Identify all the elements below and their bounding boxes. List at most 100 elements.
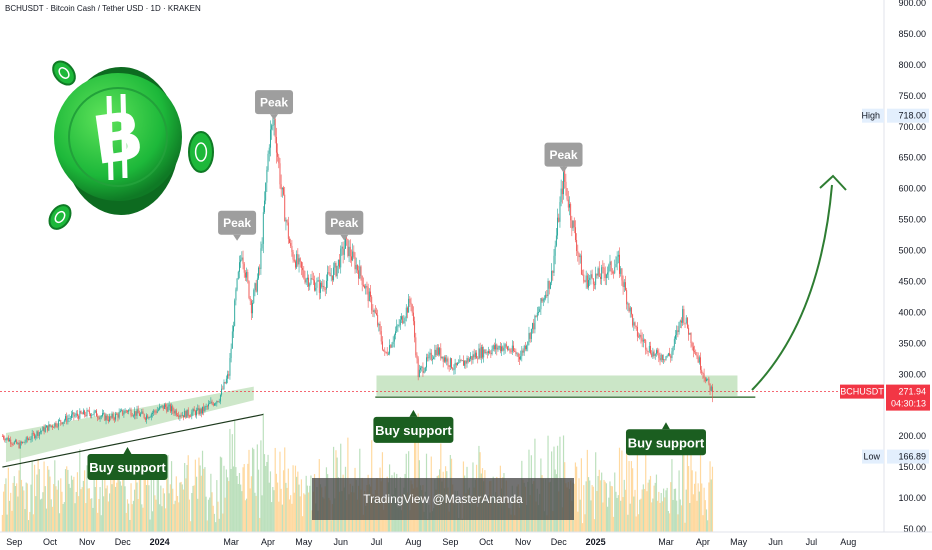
candle-body	[265, 182, 267, 201]
volume-bar	[514, 515, 516, 532]
candle-body	[76, 413, 78, 416]
volume-bar	[103, 496, 105, 532]
volume-bar	[80, 489, 82, 532]
peak-callout-box	[218, 210, 257, 235]
volume-bar	[55, 486, 57, 532]
candle-body	[700, 357, 701, 370]
candle-body	[140, 413, 142, 416]
candle-body	[198, 408, 200, 415]
volume-bar	[601, 472, 603, 532]
candle-body	[701, 369, 703, 374]
volume-bar	[585, 481, 587, 532]
candle-body	[366, 285, 368, 288]
candle-body	[468, 358, 470, 362]
volume-bar	[81, 487, 83, 532]
volume-bar	[604, 481, 606, 532]
volume-bar	[226, 477, 229, 532]
volume-bar	[149, 519, 151, 532]
candle-body	[184, 411, 186, 418]
candle-body	[595, 273, 597, 285]
volume-bar	[143, 467, 145, 532]
candle-body	[646, 349, 648, 351]
volume-bar	[168, 493, 170, 532]
volume-bar	[704, 500, 706, 532]
volume-bar	[683, 448, 685, 532]
volume-bar	[291, 503, 293, 532]
volume-bar	[242, 467, 244, 532]
candle-body	[334, 263, 336, 268]
candle-body	[614, 267, 616, 274]
candle-body	[696, 355, 698, 357]
volume-bar	[61, 491, 63, 532]
volume-bar	[265, 465, 267, 532]
candle-body	[183, 415, 184, 418]
candle-body	[403, 321, 405, 324]
candle-body	[271, 125, 273, 130]
volume-bar	[134, 489, 136, 532]
y-tick-label: 750.00	[898, 91, 926, 101]
candle-body	[563, 168, 564, 195]
candle-body	[579, 255, 581, 258]
y-tick-label: 300.00	[898, 369, 926, 379]
candle-body	[436, 347, 438, 356]
volume-bar	[222, 513, 224, 532]
candle-body	[383, 349, 385, 351]
x-axis[interactable]: Sep Oct Nov Dec 2024 Mar Apr May Jun Jul Aug Sep Oct…	[0, 531, 932, 550]
volume-bar	[294, 465, 297, 532]
candle-body	[538, 312, 539, 313]
candle-body	[65, 416, 66, 421]
candle-body	[59, 420, 61, 421]
candle-body	[615, 264, 617, 268]
x-tick-label: May	[730, 537, 748, 547]
candle-body	[116, 413, 118, 415]
candle-body	[460, 359, 462, 361]
candle-body	[342, 246, 344, 255]
volume-bar	[207, 499, 210, 532]
x-tick-label: Sep	[6, 537, 22, 547]
x-tick-label: Aug	[840, 537, 856, 547]
volume-bar	[170, 461, 173, 532]
candle-body	[664, 359, 666, 361]
buy-support-label: Buy support	[375, 423, 452, 438]
y-tick-label: 50.00	[903, 524, 926, 534]
candle-body	[324, 288, 326, 290]
candle-body	[29, 439, 31, 440]
volume-bar	[671, 459, 673, 532]
volume-bar	[626, 441, 628, 532]
candle-body	[69, 417, 71, 419]
candle-body	[574, 227, 576, 240]
volume-bar	[661, 501, 664, 532]
volume-bar	[292, 465, 294, 532]
candle-body	[100, 415, 102, 417]
candle-body	[527, 341, 529, 346]
volume-bar	[278, 501, 280, 532]
volume-bar	[213, 513, 216, 532]
x-tick-label: May	[295, 537, 313, 547]
candle-body	[62, 421, 64, 425]
volume-bar	[20, 479, 23, 532]
candle-body	[63, 420, 65, 422]
candle-body	[127, 411, 128, 412]
volume-bar	[10, 492, 12, 532]
candle-body	[138, 413, 140, 416]
candle-body	[253, 290, 255, 303]
candle-body	[98, 417, 100, 419]
candle-body	[398, 325, 400, 326]
candle-body	[404, 317, 406, 322]
candle-body	[247, 272, 249, 282]
y-tick-label: 700.00	[898, 122, 926, 132]
candle-body	[415, 337, 417, 356]
volume-bar	[689, 503, 691, 532]
candle-body	[229, 358, 231, 376]
volume-bar	[11, 510, 13, 532]
candle-body	[698, 357, 700, 363]
volume-bar	[589, 480, 591, 532]
y-axis[interactable]: 50.00100.00150.00200.00250.00300.00350.0…	[840, 0, 932, 550]
candle-body	[150, 413, 152, 418]
volume-bar	[211, 492, 213, 532]
candle-body	[102, 413, 103, 416]
candle-body	[322, 285, 324, 287]
volume-bar	[99, 487, 101, 532]
volume-bar	[591, 485, 593, 532]
